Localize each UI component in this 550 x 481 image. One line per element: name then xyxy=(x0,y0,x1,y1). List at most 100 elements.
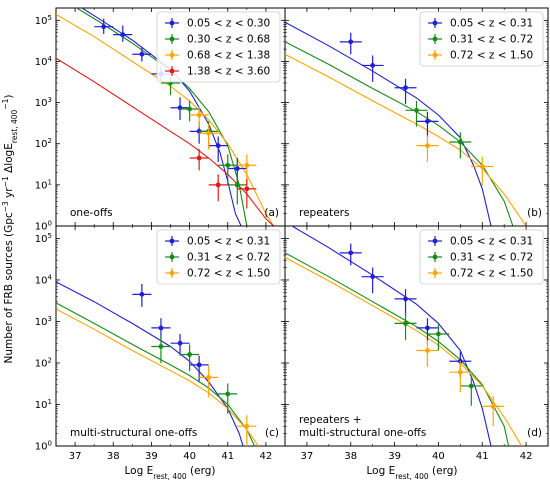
data-point xyxy=(158,325,164,331)
y-tick-base: 10 xyxy=(35,275,48,286)
y-axis-label: Number of FRB sources (Gpc−3 yr−1 ΔlogEr… xyxy=(1,94,19,363)
x-tick-label: 37 xyxy=(69,451,82,462)
data-point xyxy=(457,369,463,375)
fit-line-blue xyxy=(56,281,244,446)
fit-line-blue xyxy=(290,226,492,446)
y-tick-exp: 5 xyxy=(48,232,52,240)
y-tick-label: 100 xyxy=(35,220,52,233)
legend: 0.05 < z < 0.31 0.31 < z < 0.72 0.72 < z <… xyxy=(419,11,544,67)
data-point xyxy=(206,374,212,380)
data-point xyxy=(244,423,250,429)
data-point xyxy=(215,182,221,188)
legend-marker xyxy=(169,254,175,260)
data-point xyxy=(234,166,240,171)
x-tick-label: 39 xyxy=(145,451,158,462)
data-point xyxy=(403,296,408,302)
y-tick-base: 10 xyxy=(35,222,48,233)
legend-label: 0.72 < z < 1.50 xyxy=(450,50,533,62)
x-tick-label: 38 xyxy=(107,451,120,462)
y-tick-label: 103 xyxy=(35,315,52,328)
data-point xyxy=(196,112,202,118)
y-tick-label: 102 xyxy=(35,137,52,150)
x-tick-label: 40 xyxy=(183,451,196,462)
y-tick-base: 10 xyxy=(35,400,48,411)
legend: 0.05 < z < 0.31 0.31 < z < 0.72 0.72 < z <… xyxy=(156,229,281,285)
data-point xyxy=(196,362,202,368)
legend-marker xyxy=(169,270,175,276)
y-tick-label: 100 xyxy=(35,440,52,453)
x-tick-label: 42 xyxy=(260,451,273,462)
legend-marker xyxy=(169,68,175,74)
data-point xyxy=(158,344,164,349)
data-point xyxy=(187,352,192,357)
y-tick-exp: 1 xyxy=(48,178,52,186)
plot-area xyxy=(285,226,523,446)
y-tick-base: 10 xyxy=(35,16,48,27)
x-tick-label: 40 xyxy=(432,451,445,462)
fit-line-blue xyxy=(285,21,492,226)
panel-label: (d) xyxy=(527,427,542,439)
legend-marker xyxy=(169,238,175,244)
data-point xyxy=(101,24,107,30)
data-point xyxy=(468,383,474,389)
data-point xyxy=(139,51,145,57)
legend-label: 0.31 < z < 0.72 xyxy=(450,252,533,264)
data-point xyxy=(206,130,212,136)
legend-box xyxy=(419,11,544,67)
legend-label: 1.38 < z < 3.60 xyxy=(187,66,270,78)
data-point xyxy=(348,250,354,256)
y-tick-exp: 1 xyxy=(48,398,52,406)
legend-box xyxy=(156,229,281,285)
y-tick-exp: 3 xyxy=(48,96,52,104)
x-axis-label-right: Log Erest, 400 (erg) xyxy=(367,465,458,481)
y-tick-label: 103 xyxy=(35,96,52,109)
legend: 0.05 < z < 0.31 0.31 < z < 0.72 0.72 < z <… xyxy=(419,229,544,285)
y-tick-exp: 3 xyxy=(48,315,52,323)
x-tick-label: 37 xyxy=(301,451,314,462)
panel-label: (a) xyxy=(264,207,279,219)
data-point xyxy=(370,274,376,280)
legend-box xyxy=(419,229,544,285)
x-tick-label: 38 xyxy=(344,451,357,462)
y-tick-base: 10 xyxy=(35,139,48,150)
y-tick-base: 10 xyxy=(35,57,48,68)
data-point xyxy=(425,143,430,149)
fit-line-green xyxy=(56,302,255,446)
legend: 0.05 < z < 0.30 0.30 < z < 0.68 0.68 < z <… xyxy=(156,11,281,83)
data-point xyxy=(215,143,221,149)
data-point xyxy=(120,32,126,38)
data-point xyxy=(187,106,192,112)
data-point xyxy=(403,85,408,91)
y-tick-base: 10 xyxy=(35,358,48,369)
panel-caption: repeaters xyxy=(299,207,349,219)
legend-label: 0.05 < z < 0.31 xyxy=(187,236,270,248)
data-point xyxy=(139,291,145,297)
legend-marker xyxy=(169,20,175,26)
legend-marker xyxy=(169,36,175,42)
plot-area xyxy=(56,281,259,446)
data-point xyxy=(425,118,430,124)
y-tick-exp: 2 xyxy=(48,137,52,145)
x-tick-label: 41 xyxy=(476,451,489,462)
panel-3: 37 38 39 40 41 42 0.05 < z < 0.31 0.31 < z < 0.… xyxy=(284,225,549,462)
data-point xyxy=(436,331,441,337)
data-point xyxy=(244,162,250,168)
legend-marker xyxy=(432,36,438,42)
legend-marker xyxy=(432,270,438,276)
legend-marker xyxy=(432,52,438,58)
y-tick-label: 102 xyxy=(35,356,52,369)
data-point xyxy=(479,164,485,169)
data-point xyxy=(348,39,354,45)
y-tick-exp: 5 xyxy=(48,14,52,22)
legend-label: 0.68 < z < 1.38 xyxy=(187,50,270,62)
panel-1: 0.05 < z < 0.31 0.31 < z < 0.72 0.72 < z <… xyxy=(284,7,549,227)
panel-caption: multi-structural one-offs xyxy=(70,427,197,439)
legend-box xyxy=(156,11,281,83)
legend-label: 0.31 < z < 0.72 xyxy=(450,34,533,46)
y-tick-base: 10 xyxy=(35,234,48,245)
y-tick-exp: 2 xyxy=(48,356,52,364)
legend-label: 0.72 < z < 1.50 xyxy=(450,268,533,280)
data-point xyxy=(177,340,183,346)
y-tick-exp: 4 xyxy=(48,55,53,63)
